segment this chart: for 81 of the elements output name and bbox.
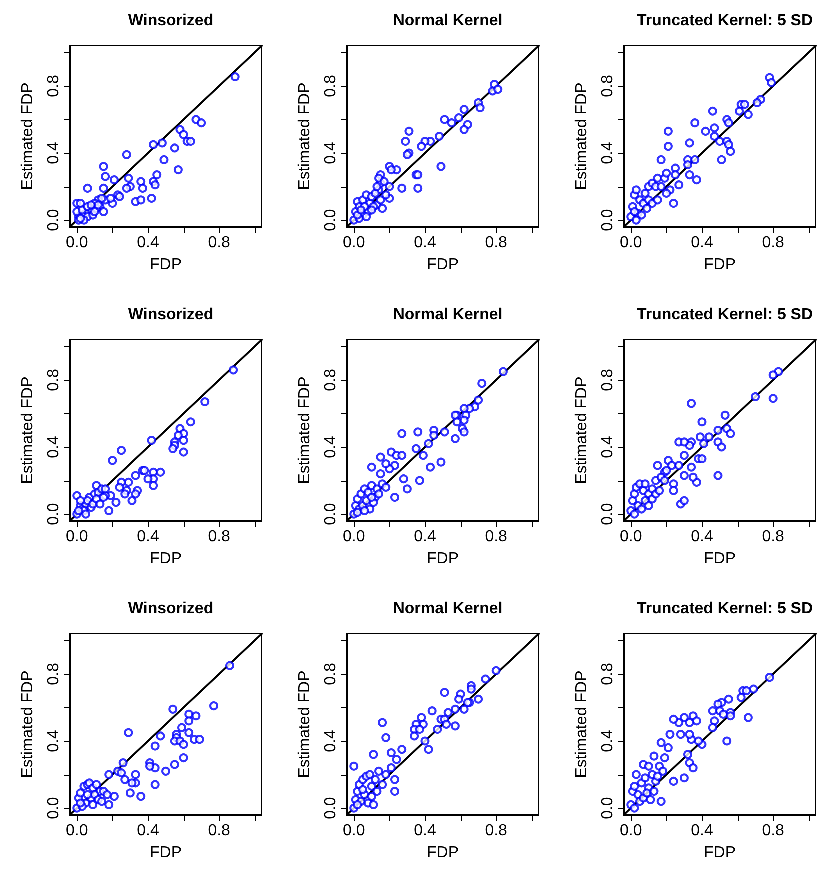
y-tick-label: 0.0 [322, 209, 340, 232]
x-tick-label: 0.4 [691, 234, 714, 252]
x-tick-label: 0.4 [691, 822, 714, 840]
chart-title: Winsorized [128, 12, 214, 30]
x-tick-label: 0.8 [485, 822, 508, 840]
x-axis-title: FDP [427, 844, 459, 862]
x-tick-label: 0.8 [208, 234, 231, 252]
x-tick-label: 0.8 [208, 528, 231, 546]
y-axis-title: Estimated FDP [296, 376, 314, 484]
y-tick-label: 0.0 [46, 209, 62, 232]
x-tick-label: 0.8 [208, 822, 231, 840]
y-tick-label: 0.4 [46, 436, 62, 458]
x-axis-title: FDP [150, 844, 182, 862]
x-tick-label: 0.0 [342, 822, 366, 840]
x-tick-label: 0.4 [137, 528, 160, 546]
x-tick-label: 0.4 [414, 234, 436, 252]
y-tick-label: 0.4 [600, 436, 616, 458]
x-tick-label: 0.0 [342, 234, 366, 252]
x-tick-label: 0.4 [137, 822, 160, 840]
y-tick-label: 0.8 [322, 663, 340, 686]
chart-title: Normal Kernel [393, 12, 503, 30]
x-tick-label: 0.0 [620, 234, 642, 252]
chart-title: Normal Kernel [393, 306, 503, 324]
x-tick-label: 0.4 [137, 234, 160, 252]
y-axis-title: Estimated FDP [20, 670, 36, 778]
y-tick-label: 0.0 [600, 209, 616, 232]
x-axis-title: FDP [704, 550, 736, 568]
x-axis-title: FDP [427, 550, 459, 568]
x-axis-title: FDP [150, 256, 182, 274]
y-tick-label: 0.4 [322, 730, 340, 752]
y-tick-label: 0.4 [322, 142, 340, 164]
y-tick-label: 0.8 [600, 75, 616, 98]
y-tick-label: 0.8 [46, 663, 62, 686]
x-tick-label: 0.0 [66, 528, 88, 546]
y-tick-label: 0.0 [322, 797, 340, 820]
y-axis-title: Estimated FDP [574, 376, 590, 484]
y-axis-title: Estimated FDP [296, 670, 314, 778]
y-axis-title: Estimated FDP [20, 376, 36, 484]
y-tick-label: 0.0 [322, 503, 340, 526]
x-tick-label: 0.4 [414, 528, 436, 546]
y-tick-label: 0.8 [322, 75, 340, 98]
x-tick-label: 0.4 [691, 528, 714, 546]
y-tick-label: 0.4 [46, 730, 62, 752]
x-tick-label: 0.8 [485, 528, 508, 546]
chart-title: Normal Kernel [393, 600, 503, 618]
y-axis-title: Estimated FDP [296, 82, 314, 190]
y-tick-label: 0.4 [46, 142, 62, 164]
y-tick-label: 0.8 [600, 369, 616, 392]
y-tick-label: 0.0 [600, 503, 616, 526]
x-axis-title: FDP [704, 844, 736, 862]
y-tick-label: 0.0 [46, 503, 62, 526]
chart-title: Winsorized [128, 306, 214, 324]
y-tick-label: 0.0 [600, 797, 616, 820]
x-tick-label: 0.8 [762, 822, 785, 840]
y-tick-label: 0.8 [600, 663, 616, 686]
y-axis-title: Estimated FDP [20, 82, 36, 190]
y-tick-label: 0.8 [322, 369, 340, 392]
y-axis-title: Estimated FDP [574, 82, 590, 190]
x-tick-label: 0.0 [66, 822, 88, 840]
x-tick-label: 0.0 [620, 822, 642, 840]
y-tick-label: 0.4 [600, 142, 616, 164]
chart-title: Winsorized [128, 600, 214, 618]
x-axis-title: FDP [150, 550, 182, 568]
x-tick-label: 0.4 [414, 822, 436, 840]
chart-title: Truncated Kernel: 5 SD [636, 12, 814, 30]
x-tick-label: 0.0 [620, 528, 642, 546]
y-tick-label: 0.8 [46, 369, 62, 392]
y-tick-label: 0.8 [46, 75, 62, 98]
x-tick-label: 0.0 [66, 234, 88, 252]
y-tick-label: 0.4 [600, 730, 616, 752]
x-axis-title: FDP [704, 256, 736, 274]
x-axis-title: FDP [427, 256, 459, 274]
chart-title: Truncated Kernel: 5 SD [636, 306, 814, 324]
y-tick-label: 0.4 [322, 436, 340, 458]
chart-title: Truncated Kernel: 5 SD [636, 600, 814, 618]
x-tick-label: 0.8 [762, 528, 785, 546]
x-tick-label: 0.8 [762, 234, 785, 252]
x-tick-label: 0.0 [342, 528, 366, 546]
x-tick-label: 0.8 [485, 234, 508, 252]
y-axis-title: Estimated FDP [574, 670, 590, 778]
y-tick-label: 0.0 [46, 797, 62, 820]
